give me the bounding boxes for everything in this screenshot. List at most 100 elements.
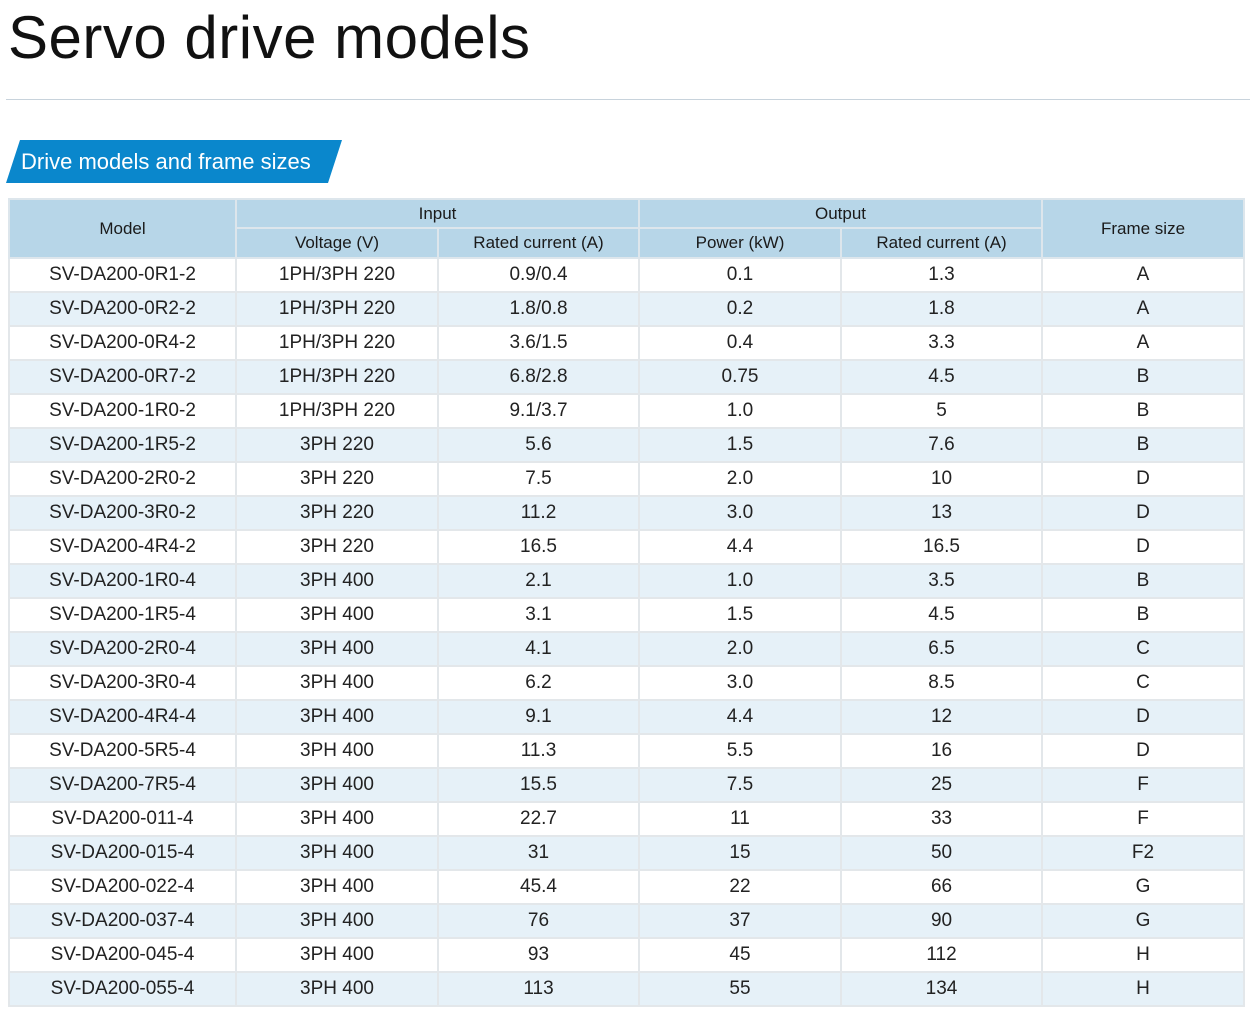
cell-model: SV-DA200-1R0-4 (8, 563, 237, 599)
cell-model: SV-DA200-1R0-2 (8, 393, 237, 429)
cell-power: 5.5 (638, 733, 842, 769)
cell-rated-current-input: 15.5 (437, 767, 640, 803)
table-row: SV-DA200-0R1-2 1PH/3PH 220 0.9/0.4 0.1 1.3 A (8, 257, 1246, 293)
cell-power: 11 (638, 801, 842, 837)
table-row: SV-DA200-011-4 3PH 400 22.7 11 33 F (8, 801, 1246, 837)
cell-voltage: 3PH 400 (235, 937, 439, 973)
cell-rated-current-output: 50 (839, 835, 1044, 871)
cell-rated-current-input: 76 (437, 903, 640, 939)
cell-frame-size: D (1041, 699, 1246, 735)
cell-rated-current-input: 11.3 (437, 733, 640, 769)
cell-frame-size: D (1041, 529, 1246, 565)
cell-voltage: 1PH/3PH 220 (235, 359, 439, 395)
table-row: SV-DA200-2R0-4 3PH 400 4.1 2.0 6.5 C (8, 631, 1246, 667)
cell-power: 4.4 (638, 699, 842, 735)
table-row: SV-DA200-1R0-2 1PH/3PH 220 9.1/3.7 1.0 5 B (8, 393, 1246, 429)
cell-rated-current-input: 4.1 (437, 631, 640, 667)
table-row: SV-DA200-0R7-2 1PH/3PH 220 6.8/2.8 0.75 4.5 B (8, 359, 1246, 395)
table-row: SV-DA200-4R4-2 3PH 220 16.5 4.4 16.5 D (8, 529, 1246, 565)
cell-frame-size: G (1041, 903, 1246, 939)
table-header: Model Input Output Frame size Voltage (V… (8, 198, 1246, 259)
cell-voltage: 1PH/3PH 220 (235, 291, 439, 327)
cell-rated-current-input: 1.8/0.8 (437, 291, 640, 327)
cell-rated-current-output: 16.5 (839, 529, 1044, 565)
cell-power: 0.1 (638, 257, 842, 293)
table-row: SV-DA200-3R0-2 3PH 220 11.2 3.0 13 D (8, 495, 1246, 531)
cell-rated-current-input: 6.2 (437, 665, 640, 701)
cell-frame-size: B (1041, 563, 1246, 599)
cell-model: SV-DA200-5R5-4 (8, 733, 237, 769)
cell-rated-current-output: 112 (839, 937, 1044, 973)
cell-frame-size: D (1041, 733, 1246, 769)
header-rated-current-input: Rated current (A) (437, 227, 640, 259)
cell-power: 22 (638, 869, 842, 905)
cell-rated-current-output: 4.5 (839, 359, 1044, 395)
cell-rated-current-output: 134 (839, 971, 1044, 1007)
cell-model: SV-DA200-015-4 (8, 835, 237, 871)
cell-voltage: 3PH 400 (235, 733, 439, 769)
cell-model: SV-DA200-2R0-2 (8, 461, 237, 497)
cell-voltage: 3PH 220 (235, 495, 439, 531)
cell-power: 2.0 (638, 461, 842, 497)
cell-rated-current-input: 0.9/0.4 (437, 257, 640, 293)
cell-voltage: 1PH/3PH 220 (235, 393, 439, 429)
header-power: Power (kW) (638, 227, 842, 259)
header-frame-size: Frame size (1041, 198, 1246, 259)
cell-power: 7.5 (638, 767, 842, 803)
cell-rated-current-output: 25 (839, 767, 1044, 803)
cell-rated-current-output: 1.8 (839, 291, 1044, 327)
cell-power: 3.0 (638, 495, 842, 531)
section-tab-background (6, 140, 342, 183)
header-rated-current-output: Rated current (A) (839, 227, 1044, 259)
cell-model: SV-DA200-0R4-2 (8, 325, 237, 361)
cell-rated-current-input: 11.2 (437, 495, 640, 531)
cell-model: SV-DA200-1R5-4 (8, 597, 237, 633)
cell-frame-size: F (1041, 801, 1246, 837)
cell-rated-current-input: 3.1 (437, 597, 640, 633)
cell-rated-current-output: 7.6 (839, 427, 1044, 463)
cell-model: SV-DA200-045-4 (8, 937, 237, 973)
cell-rated-current-input: 31 (437, 835, 640, 871)
cell-voltage: 3PH 400 (235, 869, 439, 905)
cell-frame-size: C (1041, 631, 1246, 667)
cell-power: 2.0 (638, 631, 842, 667)
table-row: SV-DA200-022-4 3PH 400 45.4 22 66 G (8, 869, 1246, 905)
table-row: SV-DA200-0R4-2 1PH/3PH 220 3.6/1.5 0.4 3.3 A (8, 325, 1246, 361)
cell-voltage: 3PH 400 (235, 971, 439, 1007)
table-row: SV-DA200-1R5-2 3PH 220 5.6 1.5 7.6 B (8, 427, 1246, 463)
cell-rated-current-output: 33 (839, 801, 1044, 837)
table-row: SV-DA200-2R0-2 3PH 220 7.5 2.0 10 D (8, 461, 1246, 497)
cell-power: 37 (638, 903, 842, 939)
cell-rated-current-output: 3.5 (839, 563, 1044, 599)
cell-power: 1.0 (638, 563, 842, 599)
cell-rated-current-input: 3.6/1.5 (437, 325, 640, 361)
cell-model: SV-DA200-3R0-2 (8, 495, 237, 531)
table-row: SV-DA200-015-4 3PH 400 31 15 50 F2 (8, 835, 1246, 871)
cell-model: SV-DA200-7R5-4 (8, 767, 237, 803)
cell-frame-size: A (1041, 257, 1246, 293)
title-divider (6, 99, 1250, 100)
cell-voltage: 3PH 400 (235, 597, 439, 633)
cell-rated-current-output: 16 (839, 733, 1044, 769)
table-row: SV-DA200-5R5-4 3PH 400 11.3 5.5 16 D (8, 733, 1246, 769)
table-body: SV-DA200-0R1-2 1PH/3PH 220 0.9/0.4 0.1 1.3 A S… (8, 257, 1246, 1007)
cell-frame-size: B (1041, 359, 1246, 395)
cell-power: 45 (638, 937, 842, 973)
cell-rated-current-output: 10 (839, 461, 1044, 497)
cell-frame-size: F (1041, 767, 1246, 803)
cell-model: SV-DA200-1R5-2 (8, 427, 237, 463)
cell-voltage: 3PH 220 (235, 427, 439, 463)
cell-rated-current-output: 6.5 (839, 631, 1044, 667)
table-row: SV-DA200-0R2-2 1PH/3PH 220 1.8/0.8 0.2 1.8 A (8, 291, 1246, 327)
cell-rated-current-output: 1.3 (839, 257, 1044, 293)
table-row: SV-DA200-045-4 3PH 400 93 45 112 H (8, 937, 1246, 973)
cell-rated-current-input: 7.5 (437, 461, 640, 497)
cell-rated-current-output: 4.5 (839, 597, 1044, 633)
section-tab-label: Drive models and frame sizes (21, 149, 311, 174)
cell-rated-current-input: 9.1 (437, 699, 640, 735)
cell-rated-current-input: 5.6 (437, 427, 640, 463)
cell-model: SV-DA200-0R7-2 (8, 359, 237, 395)
cell-voltage: 3PH 400 (235, 903, 439, 939)
cell-model: SV-DA200-037-4 (8, 903, 237, 939)
